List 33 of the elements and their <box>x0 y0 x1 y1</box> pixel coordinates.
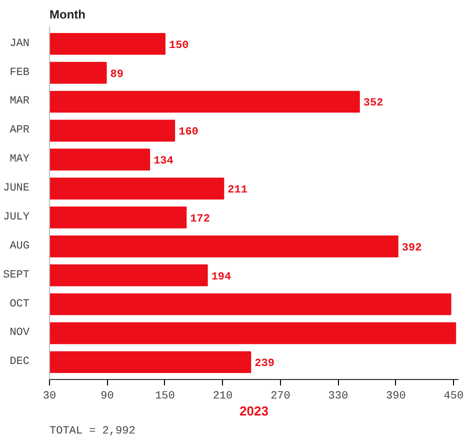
data-label: 134 <box>154 156 174 168</box>
x-tick-label: 450 <box>444 390 464 402</box>
data-label: 160 <box>178 126 198 139</box>
x-tick-label: 270 <box>270 390 290 402</box>
y-tick-label: JUNE <box>3 182 30 195</box>
data-label: 239 <box>254 358 274 370</box>
x-tick-label: 90 <box>100 390 114 402</box>
y-axis-title: Month <box>50 8 86 22</box>
x-tick-label: 330 <box>328 390 348 402</box>
y-tick-label: JAN <box>10 38 30 50</box>
data-label: 392 <box>402 242 422 254</box>
x-tick-label: 150 <box>155 390 175 402</box>
data-label: 352 <box>363 98 384 110</box>
y-tick-label: NOV <box>10 327 30 340</box>
x-tick-label: 390 <box>386 390 406 402</box>
y-tick-label: OCT <box>10 298 30 310</box>
data-label: 89 <box>110 68 124 81</box>
y-tick-label: AUG <box>10 240 30 252</box>
data-label: 150 <box>168 40 189 52</box>
y-tick-label: MAR <box>10 96 30 108</box>
y-tick-label: JULY <box>3 211 30 224</box>
y-tick-label: MAY <box>10 154 30 166</box>
y-tick-label: SEPT <box>3 269 30 282</box>
y-tick-label: DEC <box>10 356 30 368</box>
data-label: 194 <box>211 271 232 284</box>
data-label: 211 <box>228 184 248 197</box>
data-label: 172 <box>190 213 210 226</box>
y-tick-label: FEB <box>10 66 30 79</box>
y-tick-label: APR <box>10 124 30 137</box>
x-axis-title: 2023 <box>240 404 268 418</box>
x-tick-label: 210 <box>212 390 233 402</box>
text: TOTAL = 2,992 <box>50 426 136 438</box>
x-tick-label: 30 <box>42 390 56 402</box>
